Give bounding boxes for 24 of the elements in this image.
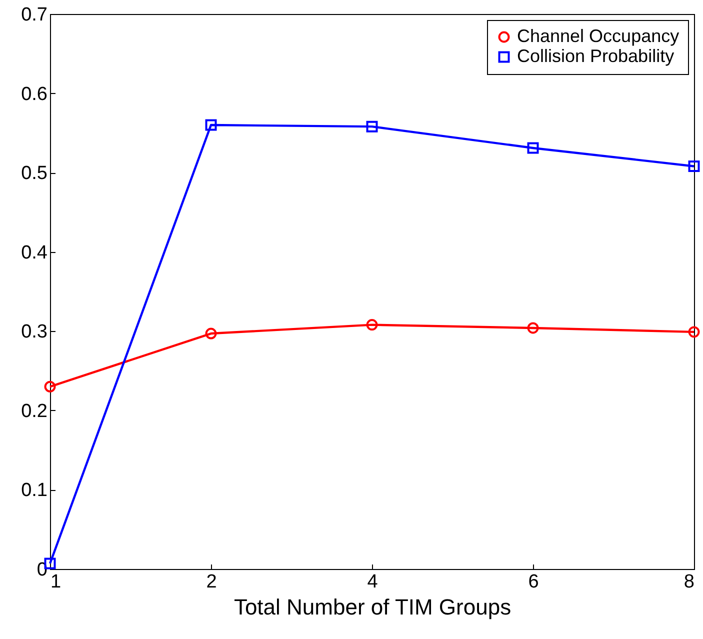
x-tick-label: 4 <box>367 572 378 592</box>
point <box>205 119 217 131</box>
y-tick-label: 0.5 <box>21 163 48 184</box>
x-tick-label: 8 <box>684 572 694 592</box>
y-tick-label: 0.7 <box>21 4 48 26</box>
point <box>366 120 378 132</box>
point <box>205 328 217 340</box>
y-tick-label: 0.2 <box>21 400 48 422</box>
legend-label: Collision Probability <box>517 46 674 66</box>
point <box>527 142 539 154</box>
x-axis-title: Total Number of TIM Groups <box>234 594 512 620</box>
point <box>527 322 539 334</box>
y-tick-label: 0.4 <box>21 242 48 264</box>
y-tick-label: 0.6 <box>21 84 48 105</box>
y-tick-label: 0.3 <box>21 322 48 343</box>
x-tick-label: 6 <box>528 572 539 592</box>
legend-label: Channel Occupancy <box>517 26 680 46</box>
point <box>366 319 378 331</box>
point <box>688 326 700 338</box>
point <box>44 380 56 392</box>
x-tick-label: 2 <box>206 572 217 592</box>
point <box>688 160 700 172</box>
y-tick-label: 0.1 <box>21 480 48 502</box>
x-tick-label: 1 <box>50 572 62 592</box>
